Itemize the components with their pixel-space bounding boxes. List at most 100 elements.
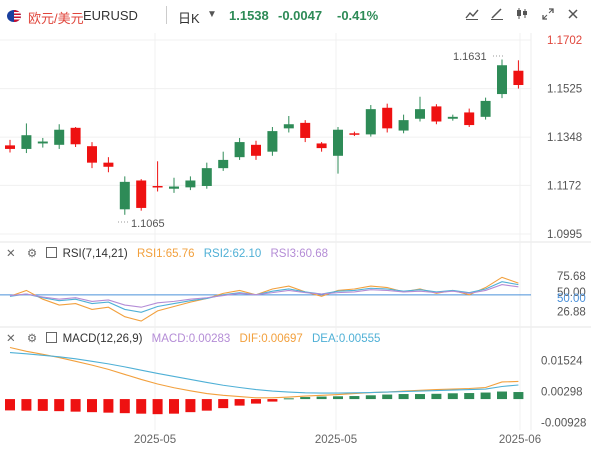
indicator-icon[interactable]	[463, 7, 481, 25]
fullscreen-icon[interactable]	[539, 7, 557, 25]
macd-bar	[415, 394, 425, 400]
date-axis-tick: 2025-06	[499, 434, 541, 446]
rsi-title: RSI(7,14,21)	[62, 248, 128, 260]
hide-icon[interactable]: ✕	[6, 333, 16, 345]
macd-bar	[234, 399, 245, 406]
symbol-name[interactable]: 欧元/美元	[28, 11, 84, 26]
rsi1-line	[9, 276, 519, 322]
candle-body	[5, 145, 15, 149]
macd-title: MACD(12,26,9)	[62, 333, 143, 345]
candle-body	[365, 109, 376, 135]
price-chart[interactable]: 1.1702 1.1525 1.1348 1.1172 1.0995 75.68 50.00…	[0, 33, 591, 455]
candle-body	[201, 168, 212, 186]
macd-bar	[169, 399, 179, 414]
timeframe-selector[interactable]: 日K	[178, 11, 200, 26]
macd-bar	[218, 399, 229, 409]
macd-bar	[316, 396, 327, 400]
chevron-down-icon[interactable]: ▼	[207, 9, 217, 20]
macd-bar	[54, 399, 65, 412]
macd-bar	[283, 398, 294, 400]
candle-body	[169, 186, 179, 189]
macd-bar	[152, 399, 163, 415]
close-icon[interactable]	[564, 7, 582, 25]
price-change-percent: -0.41%	[337, 8, 379, 23]
macd-bar	[464, 393, 475, 400]
rsi-axis-tick: 75.68	[557, 271, 586, 283]
candle-body	[513, 70, 524, 86]
macd-bar	[103, 399, 114, 413]
price-axis-tick: 1.1702	[547, 35, 582, 47]
settings-icon[interactable]: ⚙	[26, 248, 38, 260]
rsi-legend: ✕ ⚙ RSI(7,14,21) RSI1:65.76 RSI2:62.10 R…	[6, 246, 328, 260]
chart-header: 欧元/美元 EURUSD 日K ▼ 1.1538 -0.0047 -0.41%	[0, 0, 591, 33]
low-annotation: 1.1065	[131, 218, 165, 230]
price-axis-tick: 1.0995	[547, 229, 582, 241]
candle-body	[382, 107, 393, 129]
macd-bar	[513, 392, 524, 400]
rsi3-line	[9, 284, 519, 308]
macd-axis-tick: -0.00928	[541, 417, 586, 429]
candle-body	[333, 129, 343, 156]
candle-body	[37, 141, 48, 144]
macd-axis-tick: 0.01524	[541, 356, 583, 368]
candle-body	[480, 100, 491, 117]
candle-body	[464, 112, 475, 126]
draw-icon[interactable]	[488, 7, 506, 25]
macd-bar	[21, 399, 32, 411]
price-axis-tick: 1.1172	[547, 180, 581, 192]
candle-body	[119, 181, 130, 210]
date-axis-tick: 2025-05	[315, 434, 357, 446]
candle-body	[398, 120, 409, 131]
candle-body	[152, 185, 163, 188]
dif-value: DIF:0.00697	[239, 333, 303, 345]
checkbox-icon[interactable]	[46, 247, 58, 258]
candle-body	[21, 135, 32, 149]
symbol-code[interactable]: EURUSD	[83, 8, 138, 23]
hide-icon[interactable]: ✕	[6, 248, 16, 260]
rsi-level-tick: 50.00	[557, 293, 586, 305]
macd-bar	[251, 399, 261, 404]
settings-icon[interactable]: ⚙	[26, 333, 38, 345]
candle-body	[185, 180, 196, 188]
checkbox-icon[interactable]	[46, 332, 58, 343]
macd-bar	[431, 393, 442, 400]
high-annotation: 1.1631	[453, 51, 487, 63]
macd-bar	[398, 394, 409, 400]
macd-bar	[70, 399, 81, 412]
macd-bar	[136, 399, 147, 414]
candle-body	[300, 122, 311, 138]
candle-body	[103, 162, 114, 167]
macd-bar	[497, 391, 507, 400]
candle-body	[136, 180, 147, 208]
candle-body	[218, 159, 229, 169]
macd-bar	[185, 399, 196, 413]
dea-line	[9, 351, 519, 394]
candle-body	[349, 133, 360, 135]
rsi1-value: RSI1:65.76	[136, 248, 195, 260]
rsi2-value: RSI2:62.10	[203, 248, 262, 260]
candle-body	[283, 124, 294, 129]
price-axis-tick: 1.1348	[547, 132, 582, 144]
candle-body	[267, 131, 278, 152]
macd-bar	[480, 392, 491, 400]
rsi2-line	[9, 281, 519, 313]
candle-body	[234, 142, 245, 158]
rsi3-value: RSI3:60.68	[270, 248, 329, 260]
price-axis-tick: 1.1525	[547, 84, 582, 96]
candle-body	[54, 129, 65, 145]
macd-axis-tick: 0.00298	[541, 387, 583, 399]
dea-value: DEA:0.00555	[311, 333, 381, 345]
chart-type-icon[interactable]	[513, 7, 531, 25]
macd-bar	[349, 396, 360, 400]
candle-body	[316, 143, 327, 149]
candle-body	[497, 65, 507, 95]
macd-bar	[267, 399, 278, 402]
price-change: -0.0047	[278, 8, 323, 23]
rsi-axis-tick: 50.00	[557, 287, 586, 299]
rsi-axis-tick: 26.88	[557, 307, 586, 319]
dif-line	[9, 346, 519, 399]
macd-bar	[37, 399, 48, 411]
last-price: 1.1538	[229, 8, 269, 23]
candle-body	[251, 144, 261, 156]
macd-bar	[87, 399, 97, 413]
